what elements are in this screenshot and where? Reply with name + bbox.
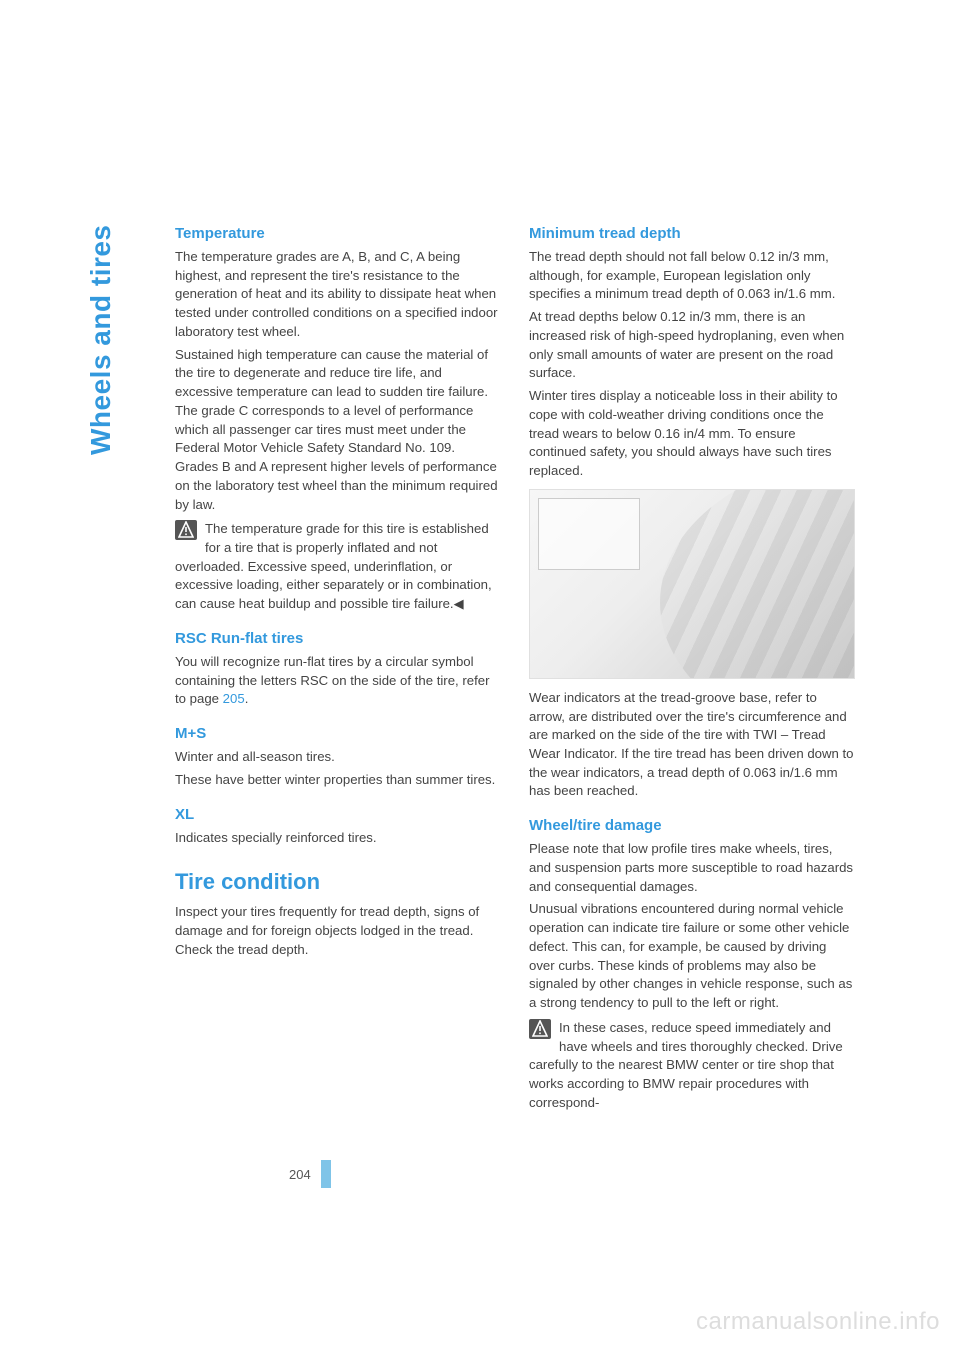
- body-text: Indicates specially reinforced tires.: [175, 829, 501, 848]
- section-rsc: RSC Run-flat tires You will recognize ru…: [175, 630, 501, 709]
- body-text: Sustained high temperature can cause the…: [175, 346, 501, 515]
- page-indicator-bar: [321, 1160, 331, 1188]
- body-text: Please note that low profile tires make …: [529, 840, 855, 896]
- watermark: carmanualsonline.info: [696, 1308, 940, 1336]
- warning-icon: [529, 1019, 551, 1039]
- page-content: Temperature The temperature grades are A…: [175, 225, 855, 1129]
- warning-icon: [175, 520, 197, 540]
- heading-tread-depth: Minimum tread depth: [529, 225, 855, 242]
- heading-tire-condition: Tire condition: [175, 869, 501, 895]
- section-temperature: Temperature The temperature grades are A…: [175, 225, 501, 614]
- body-text: The tread depth should not fall below 0.…: [529, 248, 855, 304]
- page-number: 204: [289, 1167, 311, 1182]
- heading-temperature: Temperature: [175, 225, 501, 242]
- right-column: Minimum tread depth The tread depth shou…: [529, 225, 855, 1129]
- warning-text: The temperature grade for this tire is e…: [175, 520, 501, 614]
- left-column: Temperature The temperature grades are A…: [175, 225, 501, 1129]
- body-text: The temperature grades are A, B, and C, …: [175, 248, 501, 342]
- body-text: You will recognize run-flat tires by a c…: [175, 653, 501, 709]
- section-ms: M+S Winter and all-season tires. These h…: [175, 725, 501, 789]
- body-text: Inspect your tires frequently for tread …: [175, 903, 501, 959]
- section-wheel-tire-damage: Wheel/tire damage Please note that low p…: [529, 817, 855, 1112]
- body-text: Winter tires display a noticeable loss i…: [529, 387, 855, 481]
- warning-block: The temperature grade for this tire is e…: [175, 520, 501, 614]
- warning-block: In these cases, reduce speed immediately…: [529, 1019, 855, 1113]
- heading-wheel-tire-damage: Wheel/tire damage: [529, 817, 855, 834]
- section-tread-depth: Minimum tread depth The tread depth shou…: [529, 225, 855, 801]
- heading-xl: XL: [175, 806, 501, 823]
- heading-ms: M+S: [175, 725, 501, 742]
- page-reference-link[interactable]: 205: [223, 691, 245, 706]
- section-xl: XL Indicates specially reinforced tires.: [175, 806, 501, 848]
- warning-text: In these cases, reduce speed immediately…: [529, 1019, 855, 1113]
- body-text: These have better winter properties than…: [175, 771, 501, 790]
- heading-rsc: RSC Run-flat tires: [175, 630, 501, 647]
- page-number-block: 204: [289, 1160, 331, 1188]
- body-text: At tread depths below 0.12 in/3 mm, ther…: [529, 308, 855, 383]
- tire-tread-illustration: [529, 489, 855, 679]
- body-text: Unusual vibrations encountered during no…: [529, 900, 855, 1012]
- sidebar-chapter-label: Wheels and tires: [85, 224, 117, 455]
- section-tire-condition: Tire condition Inspect your tires freque…: [175, 869, 501, 959]
- body-text: Winter and all-season tires.: [175, 748, 501, 767]
- image-caption: Wear indicators at the tread-groove base…: [529, 689, 855, 801]
- text-fragment: .: [245, 691, 249, 706]
